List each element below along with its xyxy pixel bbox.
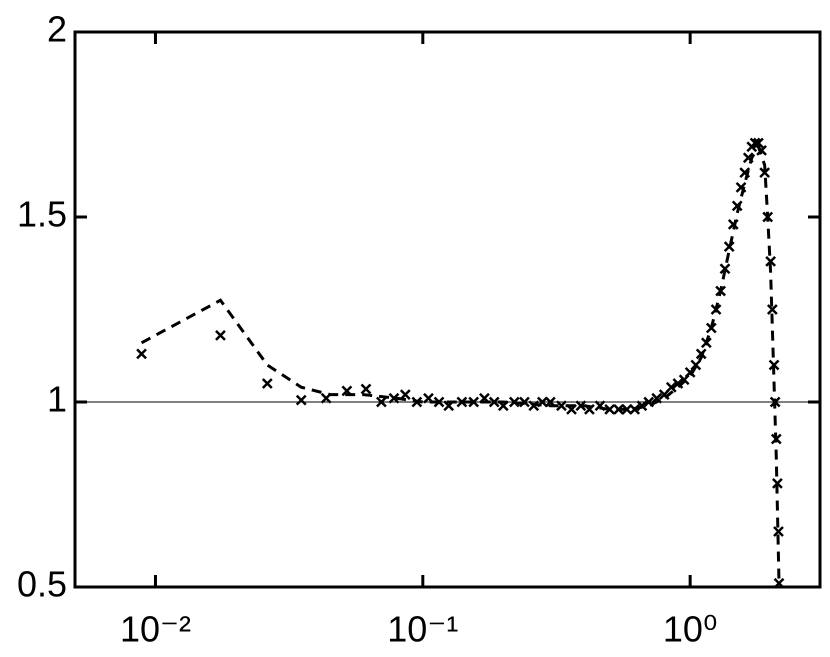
x-tick-label: 10⁻²: [120, 609, 191, 650]
data-point: [360, 383, 372, 395]
x-tick-label: 10⁰: [663, 609, 717, 650]
y-tick-label: 0.5: [17, 564, 67, 605]
data-point: [388, 392, 400, 404]
data-point: [651, 392, 663, 404]
data-point: [556, 400, 567, 412]
data-point: [690, 359, 702, 371]
data-point: [215, 330, 226, 341]
y-tick-label: 1: [47, 379, 67, 420]
data-line: [140, 143, 781, 584]
data-point: [753, 137, 764, 149]
data-point: [295, 394, 307, 406]
data-point: [488, 396, 500, 408]
data-point: [765, 256, 777, 267]
plot-frame: [73, 30, 822, 589]
data-point: [604, 404, 616, 415]
data-point: [261, 378, 273, 389]
data-point: [766, 304, 778, 315]
data-point: [719, 263, 731, 275]
data-point: [731, 200, 743, 212]
y-tick-label: 2: [47, 9, 67, 50]
data-point: [508, 396, 520, 408]
data-point: [456, 396, 468, 408]
data-point: [665, 381, 677, 393]
data-point: [772, 478, 783, 489]
data-point: [519, 396, 530, 408]
data-point: [759, 167, 771, 178]
data-point: [376, 396, 387, 408]
data-point: [723, 241, 735, 252]
y-tick-label: 1.5: [17, 194, 67, 235]
data-point: [773, 526, 784, 537]
x-tick-label: 10⁻¹: [387, 609, 458, 650]
data-point: [136, 348, 147, 360]
data-point: [575, 400, 587, 412]
